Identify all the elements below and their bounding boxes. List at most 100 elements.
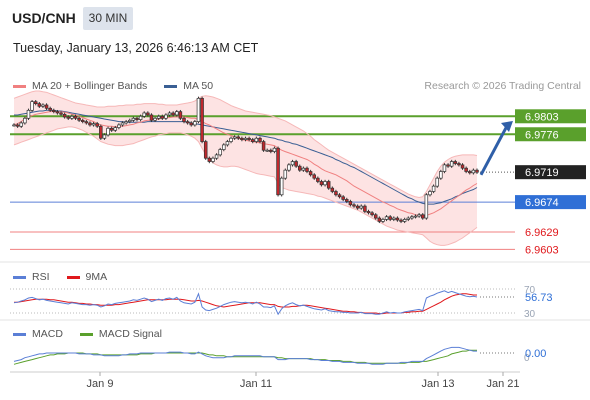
- candles-group: [12, 96, 479, 224]
- bollinger-upper-line: [13, 90, 478, 199]
- candle-body: [167, 112, 172, 116]
- candle-body: [460, 164, 465, 169]
- candle-body: [355, 205, 360, 209]
- candle-body: [185, 121, 190, 124]
- candle-body: [475, 169, 479, 173]
- candle-body: [44, 104, 49, 109]
- legend-rsi: RSI: [13, 271, 50, 283]
- candle-body: [214, 154, 219, 159]
- rsi-tick-70: 70: [524, 285, 536, 296]
- candle-body: [388, 216, 392, 220]
- candle-body: [417, 214, 421, 217]
- candle-body: [77, 117, 81, 121]
- candle-body: [352, 204, 356, 207]
- research-credit: Research © 2026 Trading Central: [424, 80, 581, 92]
- candle-body: [319, 181, 324, 186]
- candle-body: [330, 187, 335, 192]
- macd-legend: MACD MACD Signal: [13, 328, 179, 340]
- rsi-tick-30: 30: [524, 309, 536, 320]
- candle-body: [420, 214, 425, 219]
- forecast-arrow-head: [501, 120, 513, 132]
- candle-body: [99, 125, 103, 139]
- candle-body: [193, 121, 197, 126]
- candle-body: [298, 165, 302, 171]
- candle-body: [88, 122, 92, 126]
- target-label-6.9629: 6.9629: [525, 227, 559, 239]
- candle-body: [131, 117, 136, 121]
- resistance-label-6.9803: 6.9803: [525, 111, 559, 123]
- candle-body: [23, 117, 27, 124]
- candle-body: [70, 115, 74, 119]
- candle-body: [109, 127, 114, 131]
- candle-body: [66, 116, 71, 119]
- candle-body: [406, 217, 411, 220]
- candle-body: [106, 127, 110, 136]
- macd-tick-0: 0: [524, 353, 530, 364]
- candle-body: [250, 139, 255, 142]
- candle-body: [261, 141, 266, 151]
- macd-last-value: 0.00: [525, 348, 546, 360]
- candle-body: [453, 161, 458, 164]
- candle-body: [439, 171, 443, 179]
- candle-body: [128, 119, 132, 122]
- candle-body: [240, 137, 244, 140]
- candle-body: [225, 141, 230, 146]
- candle-body: [276, 147, 280, 196]
- candle-body: [265, 149, 269, 152]
- candle-body: [464, 167, 468, 172]
- candle-body: [62, 113, 67, 118]
- candle-body: [348, 201, 353, 206]
- candle-body: [326, 181, 331, 189]
- legend-label-macd: MACD: [32, 328, 63, 340]
- candle-body: [359, 205, 364, 209]
- rsi-line: [13, 290, 478, 316]
- candle-body: [156, 115, 161, 119]
- candle-body: [468, 171, 472, 174]
- rsi-legend: RSI 9MA: [13, 271, 124, 283]
- candle-body: [247, 137, 251, 140]
- candle-body: [341, 196, 345, 200]
- legend-swatch-macd-signal: [79, 332, 93, 336]
- candle-body: [399, 219, 403, 222]
- last-price-label: 6.9719: [525, 167, 559, 179]
- timeframe-badge[interactable]: 30 MIN: [83, 7, 133, 30]
- candle-body: [345, 199, 349, 202]
- candle-body: [232, 136, 237, 139]
- resistance-label-6.9776: 6.9776: [525, 129, 559, 141]
- candle-body: [218, 149, 222, 156]
- support-label-box: [515, 195, 586, 210]
- candle-body: [26, 109, 31, 119]
- candle-body: [95, 123, 99, 127]
- chart-datetime: Tuesday, January 13, 2026 6:46:13 AM CET: [13, 41, 259, 55]
- legend-ma20-bollinger: MA 20 + Bollinger Bands: [13, 80, 147, 92]
- candle-body: [243, 137, 248, 140]
- candle-body: [457, 163, 461, 166]
- candle-body: [138, 115, 143, 120]
- candle-body: [19, 122, 23, 127]
- price-legend: MA 20 + Bollinger Bands MA 50: [13, 80, 230, 92]
- candle-body: [428, 191, 432, 196]
- candle-body: [55, 111, 60, 114]
- x-tick-label: Jan 9: [87, 378, 114, 390]
- candle-body: [135, 117, 139, 120]
- bollinger-band-area: [14, 91, 477, 246]
- legend-swatch-ma20: [13, 84, 26, 88]
- candle-body: [171, 112, 175, 116]
- candle-body: [182, 117, 186, 122]
- x-tick-label: Jan 11: [240, 378, 272, 390]
- legend-label-ma50: MA 50: [183, 80, 214, 92]
- legend-label-macd-signal: MACD Signal: [98, 328, 162, 340]
- legend-swatch-macd: [13, 332, 26, 336]
- candle-body: [287, 164, 291, 171]
- bollinger-lower-line: [13, 126, 478, 246]
- candle-body: [301, 167, 306, 171]
- candle-body: [283, 169, 288, 179]
- candle-body: [80, 119, 85, 122]
- candle-body: [254, 137, 259, 142]
- candle-body: [424, 194, 429, 219]
- candle-body: [337, 194, 342, 198]
- candle-body: [84, 121, 89, 124]
- candle-body: [373, 214, 378, 219]
- candle-body: [279, 177, 284, 196]
